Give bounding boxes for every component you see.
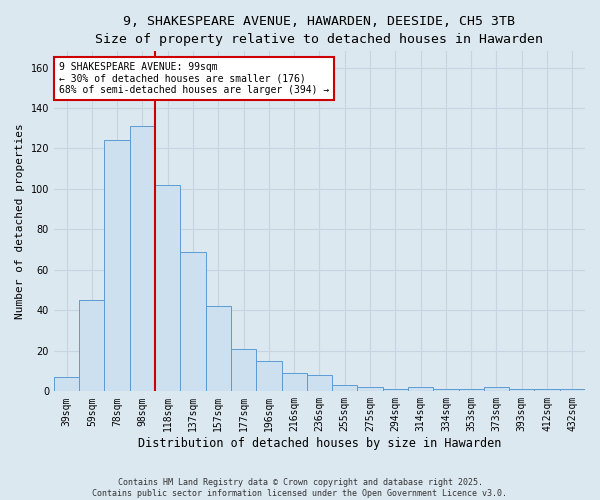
Bar <box>206 306 231 392</box>
Bar <box>79 300 104 392</box>
Bar <box>358 388 383 392</box>
Bar <box>383 390 408 392</box>
Bar <box>231 349 256 392</box>
Y-axis label: Number of detached properties: Number of detached properties <box>15 124 25 319</box>
Title: 9, SHAKESPEARE AVENUE, HAWARDEN, DEESIDE, CH5 3TB
Size of property relative to d: 9, SHAKESPEARE AVENUE, HAWARDEN, DEESIDE… <box>95 15 544 46</box>
Bar <box>535 390 560 392</box>
Bar <box>484 388 509 392</box>
Bar <box>54 377 79 392</box>
Bar <box>560 390 585 392</box>
Bar <box>104 140 130 392</box>
Bar <box>408 388 433 392</box>
Bar <box>181 252 206 392</box>
X-axis label: Distribution of detached houses by size in Hawarden: Distribution of detached houses by size … <box>138 437 501 450</box>
Bar <box>155 185 181 392</box>
Text: Contains HM Land Registry data © Crown copyright and database right 2025.
Contai: Contains HM Land Registry data © Crown c… <box>92 478 508 498</box>
Bar <box>332 386 358 392</box>
Bar <box>256 361 281 392</box>
Bar <box>509 390 535 392</box>
Text: 9 SHAKESPEARE AVENUE: 99sqm
← 30% of detached houses are smaller (176)
68% of se: 9 SHAKESPEARE AVENUE: 99sqm ← 30% of det… <box>59 62 329 94</box>
Bar <box>281 373 307 392</box>
Bar <box>307 375 332 392</box>
Bar <box>433 390 458 392</box>
Bar <box>458 390 484 392</box>
Bar <box>130 126 155 392</box>
